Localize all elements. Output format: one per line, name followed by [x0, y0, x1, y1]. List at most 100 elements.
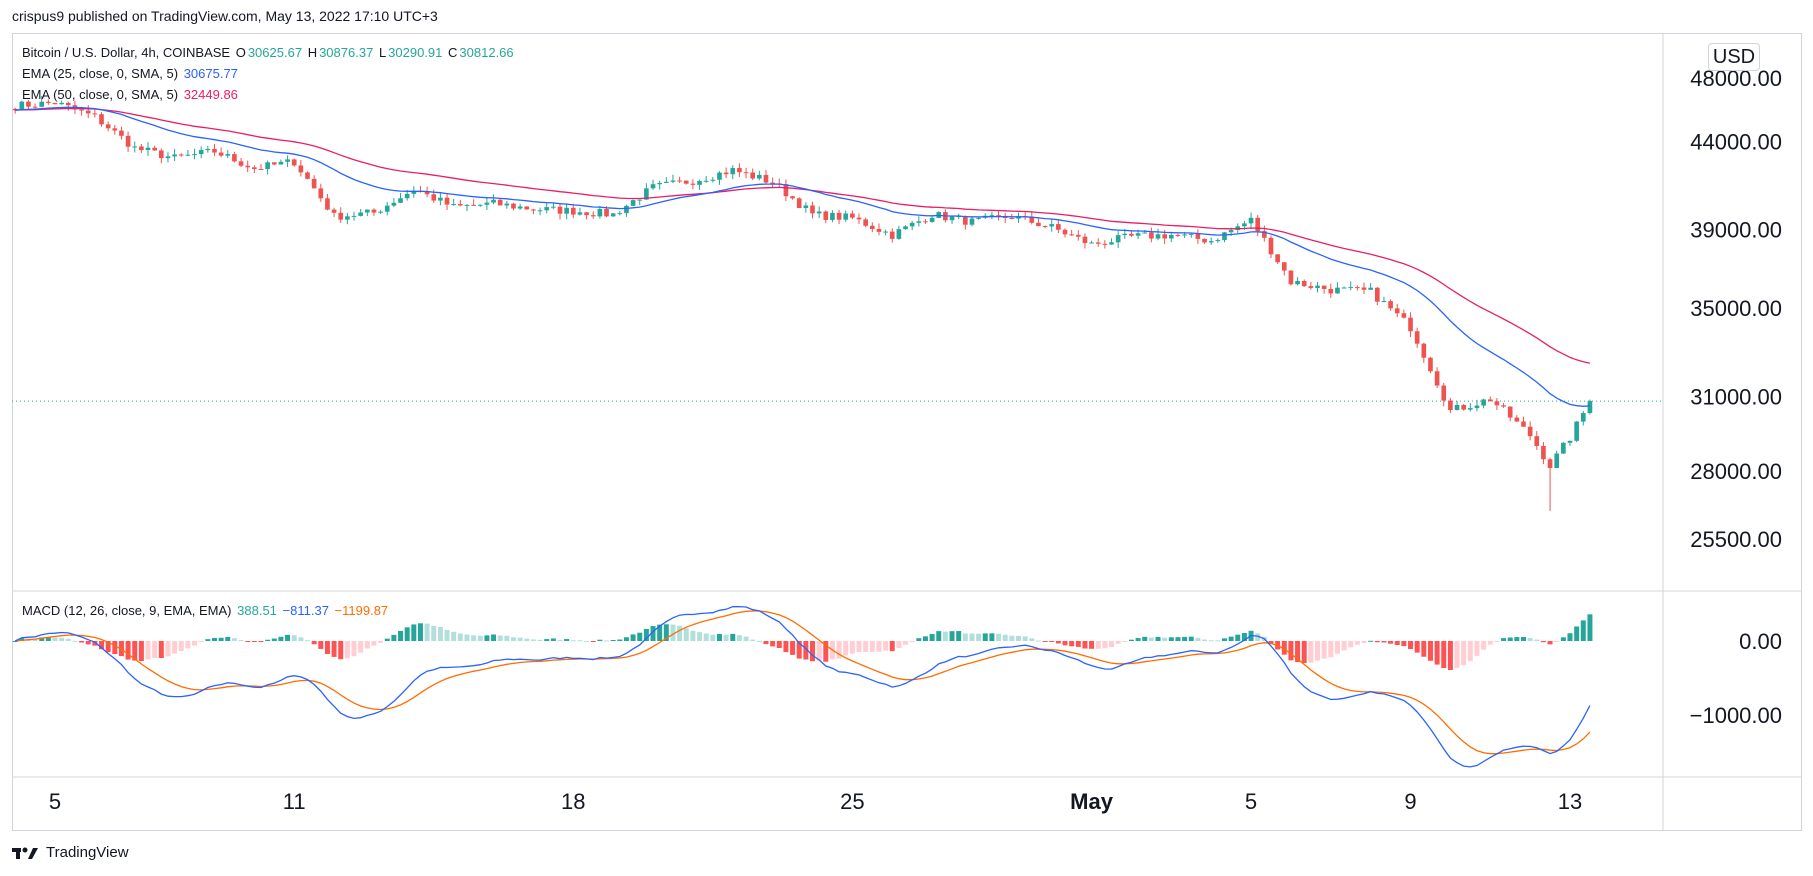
candle-body [1341, 287, 1347, 289]
macd-histogram-bar [876, 641, 882, 652]
candle-body [491, 199, 496, 203]
candle-body [1335, 287, 1340, 294]
price-pane[interactable] [12, 95, 1663, 511]
candle-body [803, 205, 809, 208]
candle-body [152, 147, 157, 151]
candle-body [1208, 241, 1214, 243]
macd-histogram-bar [1520, 637, 1526, 641]
candle-body [1368, 287, 1373, 290]
macd-histogram-bar [59, 637, 65, 641]
macd-histogram-bar [424, 623, 430, 641]
candle-body [903, 226, 908, 230]
macd-histogram-bar [1301, 641, 1307, 664]
macd-histogram-bar [1288, 641, 1294, 661]
candle-body [1461, 405, 1467, 410]
candle-body [1115, 235, 1121, 243]
macd-histogram-bar [371, 641, 377, 646]
candle-body [1188, 233, 1194, 235]
tradingview-logo-icon [12, 847, 38, 859]
macd-histogram-bar [1580, 620, 1586, 641]
candle-body [311, 178, 317, 189]
macd-histogram-bar [697, 632, 703, 641]
candle-body [730, 168, 736, 175]
candle-body [265, 162, 270, 170]
candle-body [1527, 426, 1533, 437]
ema25-legend: EMA (25, close, 0, SMA, 5) 30675.77 [22, 66, 240, 81]
candle-body [232, 154, 237, 162]
macd-histogram-bar [324, 641, 330, 654]
price-tick-label: 44000.00 [1690, 129, 1782, 154]
macd-histogram-bar [198, 641, 204, 643]
macd-histogram-bar [178, 641, 184, 652]
time-tick-label: 11 [283, 789, 306, 814]
macd-histogram-bar [444, 629, 450, 641]
macd-histogram-bar [52, 637, 58, 641]
candle-body [843, 213, 849, 220]
macd-histogram-bar [72, 640, 78, 642]
candle-body [458, 204, 463, 206]
macd-histogram-bar [630, 634, 636, 641]
macd-histogram-bar [1434, 641, 1440, 665]
candle-body [1301, 281, 1307, 287]
macd-histogram-bar [557, 639, 563, 641]
ema50-value: 32449.86 [183, 87, 238, 102]
macd-histogram-bar [770, 641, 776, 647]
candle-body [1062, 229, 1068, 235]
macd-histogram-bar [1281, 641, 1287, 655]
candle-body [1195, 233, 1201, 239]
candle-body [1521, 421, 1526, 427]
macd-histogram-bar [1055, 641, 1061, 644]
candle-body [976, 217, 981, 219]
candle-body [624, 205, 629, 214]
candle-body [1275, 254, 1280, 263]
close-value: 30812.66 [459, 45, 514, 60]
price-tick-label: 28000.00 [1690, 459, 1782, 484]
candle-body [471, 204, 476, 206]
symbol-legend: Bitcoin / U.S. Dollar, 4h, COINBASE O 306… [22, 45, 516, 60]
candle-body [338, 212, 344, 220]
macd-histogram-bar [843, 641, 849, 656]
macd-histogram-bar [1075, 641, 1081, 647]
candle-body [617, 213, 623, 215]
candle-body [1514, 417, 1520, 422]
macd-histogram-bar [211, 637, 217, 641]
macd-histogram-bar [969, 633, 975, 641]
candle-body [291, 159, 297, 166]
candle-body [1288, 270, 1294, 285]
macd-histogram-bar [1441, 641, 1447, 669]
candle-body [863, 219, 868, 226]
macd-histogram-bar [703, 633, 709, 641]
macd-histogram-bar [1487, 641, 1493, 645]
candle-body [783, 184, 789, 197]
candle-body [1042, 226, 1048, 228]
macd-histogram-bar [1527, 637, 1533, 641]
macd-histogram-bar [989, 633, 995, 641]
macd-histogram-bar [1540, 641, 1546, 643]
currency-badge[interactable]: USD [1708, 43, 1760, 71]
macd-histogram-bar [663, 624, 669, 641]
candle-body [836, 212, 842, 220]
candle-body [119, 130, 124, 136]
candle-body [790, 196, 795, 199]
macd-histogram-bar [643, 628, 649, 641]
macd-histogram-bar [929, 634, 935, 641]
macd-histogram-bar [285, 634, 291, 641]
candle-body [524, 206, 530, 210]
macd-pane[interactable] [12, 605, 1593, 768]
price-tick-label: 31000.00 [1690, 385, 1782, 410]
macd-histogram-bar [577, 640, 583, 642]
candle-body [398, 198, 403, 203]
macd-histogram-bar [1122, 641, 1128, 642]
candle-body [710, 179, 716, 181]
macd-histogram-bar [1195, 637, 1201, 641]
candle-body [1507, 406, 1513, 418]
candle-body [1242, 223, 1247, 227]
macd-histogram-bar [1554, 641, 1560, 642]
candle-body [1036, 222, 1041, 227]
macd-histogram-bar [1042, 641, 1048, 642]
macd-histogram-bar [584, 640, 590, 642]
candle-body [298, 165, 304, 173]
candle-body [1587, 401, 1593, 414]
candle-body [544, 207, 550, 211]
